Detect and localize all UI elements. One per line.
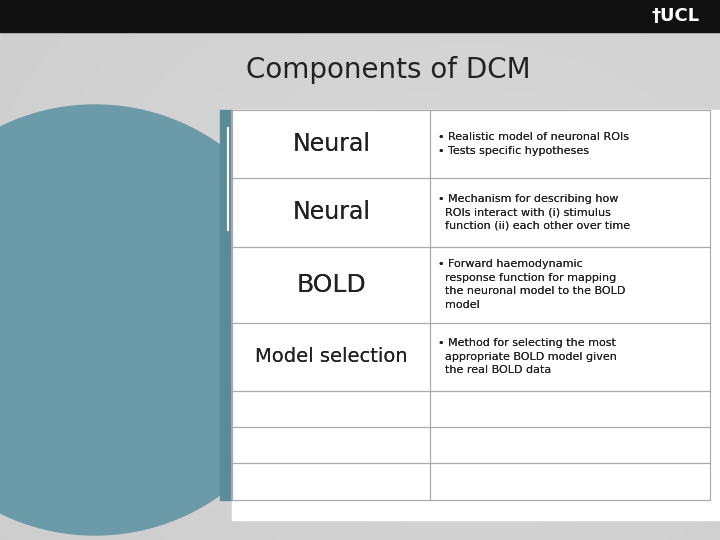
Bar — [232, 110, 710, 500]
Text: • Forward haemodynamic
  response function for mapping
  the neuronal model to t: • Forward haemodynamic response function… — [438, 259, 626, 310]
Text: Components of DCM: Components of DCM — [246, 56, 531, 84]
Text: Model selection: Model selection — [255, 347, 408, 366]
Text: Neural: Neural — [292, 132, 370, 156]
Circle shape — [0, 157, 258, 483]
Text: Neural: Neural — [292, 132, 370, 156]
Circle shape — [0, 105, 310, 535]
Text: BOLD: BOLD — [297, 273, 366, 296]
Text: • Forward haemodynamic
  response function for mapping
  the neuronal model to t: • Forward haemodynamic response function… — [438, 259, 626, 310]
Text: †UCL: †UCL — [652, 7, 700, 25]
Text: • Realistic model of neuronal ROIs
• Tests specific hypotheses: • Realistic model of neuronal ROIs • Tes… — [438, 132, 629, 156]
Circle shape — [0, 198, 217, 443]
Text: • Mechanism for describing how
  ROIs interact with (i) stimulus
  function (ii): • Mechanism for describing how ROIs inte… — [438, 194, 631, 231]
Bar — [232, 110, 710, 500]
Text: BOLD: BOLD — [297, 273, 366, 296]
Bar — [232, 110, 720, 520]
Text: • Mechanism for describing how
  ROIs interact with (i) stimulus
  function (ii): • Mechanism for describing how ROIs inte… — [438, 194, 631, 231]
Text: Neural: Neural — [292, 200, 370, 225]
Text: • Method for selecting the most
  appropriate BOLD model given
  the real BOLD d: • Method for selecting the most appropri… — [438, 338, 617, 375]
Text: • Realistic model of neuronal ROIs
• Tests specific hypotheses: • Realistic model of neuronal ROIs • Tes… — [438, 132, 629, 156]
Bar — [220, 110, 232, 500]
Circle shape — [9, 234, 181, 406]
Bar — [0, 0, 720, 32]
Text: • Method for selecting the most
  appropriate BOLD model given
  the real BOLD d: • Method for selecting the most appropri… — [438, 338, 617, 375]
Circle shape — [41, 266, 149, 374]
Text: Model selection: Model selection — [255, 347, 408, 366]
Text: Neural: Neural — [292, 200, 370, 225]
